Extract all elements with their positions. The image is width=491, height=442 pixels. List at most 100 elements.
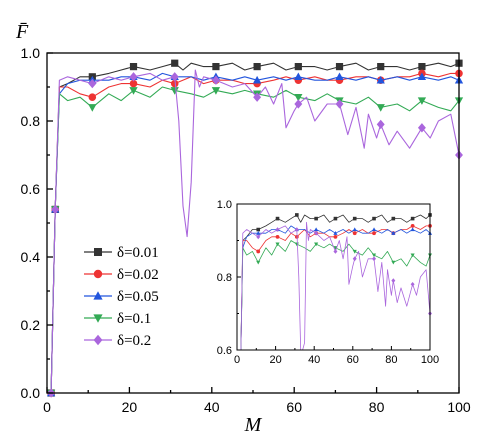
y-axis-title: F̄	[15, 21, 29, 43]
main-series-0-point	[212, 63, 220, 71]
main-y-tick-label: 0.2	[21, 317, 41, 333]
main-series-4-point	[129, 72, 138, 82]
inset-series-2-point	[352, 227, 357, 232]
inset-series-0-point	[410, 216, 415, 221]
inset-series-1-point	[352, 231, 357, 236]
inset-series-3-line	[238, 240, 431, 351]
main-series-3-point	[129, 87, 138, 95]
main-x-tick-label: 0	[43, 399, 51, 415]
main-series-4-point	[335, 99, 344, 109]
legend-label: δ=0.1	[117, 311, 151, 327]
main-series-0-line	[50, 62, 460, 394]
legend-label: δ=0.2	[117, 333, 151, 349]
inset-series-4-point	[410, 281, 415, 287]
inset-y-tick-label: 0.6	[217, 345, 232, 357]
inset-series-3-point	[294, 242, 299, 247]
inset-series-3-point	[391, 260, 396, 265]
inset-x-tick-label: 80	[385, 354, 397, 366]
legend-label: δ=0.01	[117, 245, 159, 261]
inset-series-3-point	[410, 253, 415, 258]
main-series-4-point	[88, 78, 97, 89]
inset-series-4-point	[275, 227, 280, 232]
inset-series-2	[238, 225, 433, 351]
inset-x-tick-label: 100	[421, 354, 439, 366]
x-axis-title: M	[244, 414, 263, 436]
inset-series-4-point	[314, 230, 319, 236]
inset-series-0-point	[391, 216, 396, 221]
main-series-0-point	[129, 63, 138, 71]
main-series-2-line	[50, 72, 460, 394]
inset-series-2-point	[256, 231, 261, 235]
main-x-tick-label: 60	[286, 399, 302, 415]
inset-series-0-point	[352, 216, 357, 221]
legend-label: δ=0.05	[117, 289, 159, 305]
main-series-3-point	[417, 97, 427, 105]
main-series-4-point	[51, 204, 60, 215]
inset-y-tick-label: 0.8	[217, 272, 232, 284]
inset-series-4-point	[256, 234, 261, 240]
legend-marker	[94, 248, 102, 256]
inset-series-4-point	[294, 227, 299, 232]
legend-marker	[93, 314, 103, 323]
main-series-4-point	[211, 75, 220, 85]
inset-series-4-point	[372, 256, 377, 262]
inset-background	[237, 204, 430, 350]
main-series-1-point	[170, 79, 179, 88]
main-series-3-point	[88, 104, 97, 112]
inset-series-3-point	[314, 242, 319, 247]
inset-series-3-point	[371, 253, 377, 258]
inset-series-3-point	[275, 242, 280, 247]
legend-item-0: δ=0.01	[84, 245, 159, 261]
main-series-3-point	[376, 104, 385, 112]
main-series-4-point	[170, 72, 179, 82]
main-series-0-point	[377, 63, 385, 71]
inset-series-0-point	[256, 227, 261, 232]
main-series-2-point	[376, 75, 385, 84]
inset-series-0-point	[333, 216, 338, 221]
main-series-0-point	[294, 63, 302, 71]
legend-marker	[93, 291, 103, 300]
main-x-tick-label: 80	[369, 399, 385, 415]
main-series-3-point	[211, 87, 221, 95]
inset-series-1-point	[275, 234, 280, 239]
inset-series-4-line	[238, 221, 431, 351]
inset-x-tick-label: 0	[234, 354, 240, 366]
inset-series-2-point	[391, 231, 396, 235]
inset-series-4-point	[333, 249, 338, 254]
main-series-3-point	[170, 87, 179, 95]
main-series-3-point	[294, 93, 303, 102]
inset-series-4-point	[352, 256, 357, 262]
main-series-0-point	[171, 59, 179, 67]
main-series-2-point	[335, 72, 344, 81]
legend-item-1: δ=0.02	[84, 267, 159, 283]
main-y-tick-label: 0.4	[21, 249, 41, 265]
inset-x-tick-label: 20	[269, 354, 281, 366]
inset-series-1-point	[256, 249, 261, 254]
inset-x-tick-label: 60	[347, 354, 359, 366]
inset-y-tick-label: 1.0	[217, 199, 232, 211]
inset-series-1-point	[372, 231, 376, 236]
main-series-2-point	[294, 72, 303, 81]
inset-series-1-point	[333, 234, 338, 239]
legend-item-3: δ=0.1	[84, 311, 151, 327]
main-y-tick-label: 0.6	[21, 181, 41, 197]
inset-series-2-point	[314, 227, 319, 232]
legend-item-2: δ=0.05	[84, 289, 159, 305]
main-series-1-point	[88, 93, 97, 101]
main-series-2-point	[252, 75, 262, 84]
inset-series-3-point	[352, 249, 357, 254]
inset-series-0-point	[314, 216, 318, 221]
inset-series-3-point	[256, 260, 261, 265]
inset-series-0-point	[275, 216, 280, 221]
inset-series-0-line	[238, 214, 431, 351]
inset-series-2-point	[333, 231, 338, 235]
main-x-tick-label: 40	[204, 399, 220, 415]
main-x-tick-label: 100	[447, 399, 471, 415]
legend-marker	[93, 269, 103, 279]
inset-x-tick-label: 40	[308, 354, 320, 366]
inset-series-1-point	[410, 224, 415, 228]
main-series-0-point	[335, 63, 344, 71]
main-series-2-point	[417, 72, 427, 81]
inset-series-4	[238, 221, 432, 351]
